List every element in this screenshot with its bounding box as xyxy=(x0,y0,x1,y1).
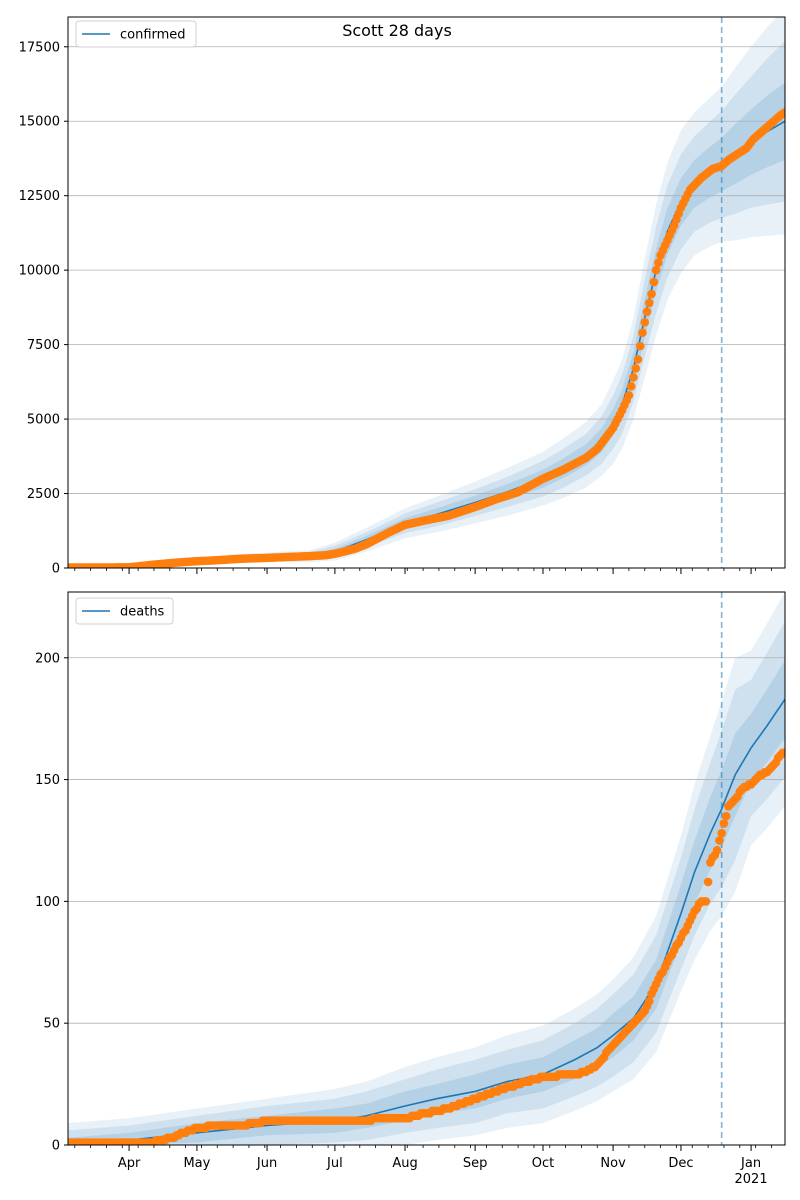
confirmed-observed-point-259 xyxy=(649,277,659,287)
deaths-xtick-label-8: Dec xyxy=(668,1156,693,1171)
deaths-panel: 0 50 100 150 200 Apr May Jun Jul Aug Sep Oct Nov Dec… xyxy=(35,591,786,1187)
deaths-observed-point-287 xyxy=(712,845,722,855)
confirmed-observed-point-256 xyxy=(642,307,652,317)
confirmed-observed-point-317 xyxy=(780,108,785,117)
deaths-legend-label: deaths xyxy=(120,605,165,620)
deaths-band-2 xyxy=(68,621,785,1145)
deaths-uncertainty-bands xyxy=(68,592,785,1145)
deaths-legend-box xyxy=(75,597,174,625)
deaths-observed-point-291 xyxy=(721,811,731,821)
confirmed-band-3 xyxy=(68,82,785,568)
confirmed-axes-frame xyxy=(67,16,786,569)
deaths-xtick-label-1: May xyxy=(183,1156,210,1171)
deaths-xtick-label-5: Sep xyxy=(463,1156,488,1171)
confirmed-observed-point-261 xyxy=(654,258,663,268)
confirmed-observed-point-260 xyxy=(651,265,661,275)
confirmed-ytick-label-6: 15000 xyxy=(19,115,60,130)
confirmed-observed-points xyxy=(68,108,785,568)
confirmed-observed-point-250 xyxy=(629,373,638,382)
deaths-band-3 xyxy=(68,660,785,1145)
confirmed-observed-point-257 xyxy=(644,298,654,308)
confirmed-panel: 0 2500 5000 7500 10000 12500 15000 17500 confir… xyxy=(19,16,786,577)
confirmed-observed-point-251 xyxy=(631,364,641,373)
deaths-observed-point-283 xyxy=(703,877,713,887)
confirmed-observed-point-248 xyxy=(624,390,634,400)
confirmed-legend: confirmed xyxy=(75,20,197,48)
deaths-observed-point-289 xyxy=(717,828,726,838)
deaths-xtick-label-6: Oct xyxy=(532,1156,554,1171)
deaths-y-axis: 0 50 100 150 200 xyxy=(35,651,68,1154)
confirmed-observed-point-254 xyxy=(638,328,647,338)
confirmed-legend-box xyxy=(75,20,197,48)
deaths-xtick-label-9-year: 2021 xyxy=(735,1172,768,1187)
deaths-ytick-label-1: 50 xyxy=(43,1017,60,1032)
deaths-ytick-label-0: 0 xyxy=(52,1139,60,1154)
deaths-xtick-label-4: Aug xyxy=(392,1156,417,1171)
deaths-xtick-label-7: Nov xyxy=(600,1156,626,1171)
deaths-xtick-label-3: Jul xyxy=(326,1156,343,1171)
confirmed-y-axis: 0 2500 5000 7500 10000 12500 15000 17500 xyxy=(19,40,68,577)
deaths-gridlines xyxy=(68,657,785,1024)
confirmed-ytick-label-7: 17500 xyxy=(19,40,60,55)
confirmed-legend-label: confirmed xyxy=(120,28,186,43)
confirmed-ytick-label-5: 12500 xyxy=(19,189,60,204)
deaths-xtick-label-0: Apr xyxy=(118,1156,141,1171)
confirmed-x-axis xyxy=(74,568,772,574)
confirmed-ytick-label-1: 2500 xyxy=(27,487,60,502)
confirmed-ytick-label-3: 7500 xyxy=(27,338,60,353)
confirmed-observed-point-258 xyxy=(647,289,656,299)
deaths-band-1 xyxy=(68,592,785,1145)
deaths-axes-border xyxy=(67,591,786,1146)
confirmed-observed-point-252 xyxy=(633,355,643,364)
deaths-observed-point-282 xyxy=(701,897,711,906)
confirmed-ytick-label-4: 10000 xyxy=(19,264,60,279)
confirmed-observed-point-249 xyxy=(626,382,636,391)
confirmed-axes-border xyxy=(67,16,786,569)
deaths-observed-point-290 xyxy=(719,819,729,828)
confirmed-band-1 xyxy=(68,17,785,568)
deaths-xtick-label-9: Jan xyxy=(740,1156,761,1171)
deaths-observed-point-288 xyxy=(715,836,724,845)
deaths-observed-points xyxy=(68,748,785,1145)
deaths-axes-frame xyxy=(67,591,786,1146)
confirmed-ytick-label-0: 0 xyxy=(52,562,60,577)
confirmed-observed-point-253 xyxy=(635,341,645,351)
figure-title: Scott 28 days xyxy=(342,21,452,40)
deaths-observed-point-317 xyxy=(780,748,785,758)
deaths-xtick-label-2: Jun xyxy=(256,1156,277,1171)
deaths-observed-point-257 xyxy=(644,996,654,1006)
deaths-ytick-label-3: 150 xyxy=(35,773,60,788)
deaths-ytick-label-4: 200 xyxy=(35,651,60,666)
confirmed-observed-point-255 xyxy=(640,317,650,327)
confirmed-ytick-label-2: 5000 xyxy=(27,413,60,428)
deaths-ytick-label-2: 100 xyxy=(35,895,60,910)
deaths-legend: deaths xyxy=(75,597,174,625)
